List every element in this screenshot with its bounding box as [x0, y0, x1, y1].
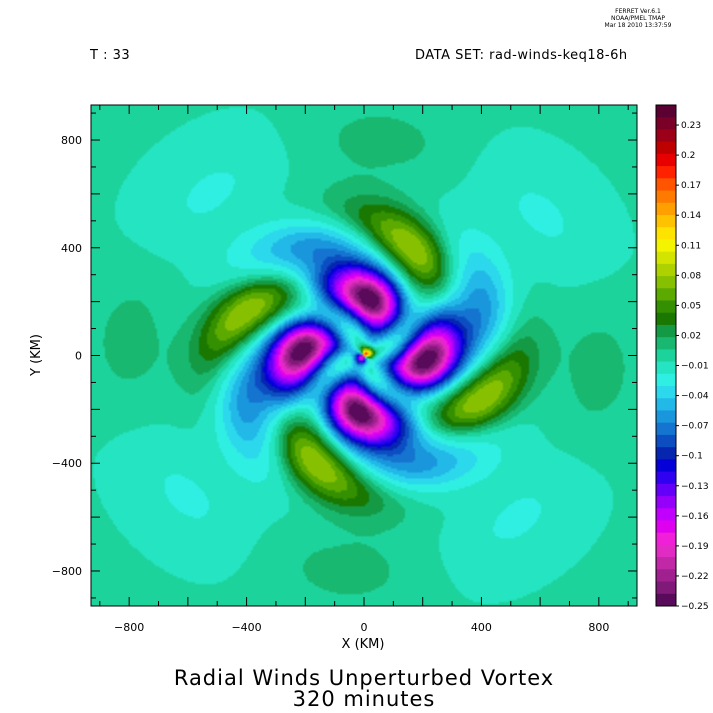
colorbar-swatch — [656, 447, 676, 460]
colorbar-swatch — [656, 483, 676, 497]
colorbar — [655, 104, 677, 607]
colorbar-swatch — [656, 544, 676, 558]
colorbar-swatch — [656, 337, 676, 350]
colorbar-ticks — [676, 124, 679, 607]
colorbar-swatch — [656, 153, 676, 167]
colorbar-swatch — [656, 251, 676, 265]
colorbar-swatch — [656, 141, 676, 155]
colorbar-label: 0.02 — [681, 331, 701, 341]
colorbar-swatch — [656, 263, 676, 277]
colorbar-swatch — [656, 227, 676, 240]
plot-area — [90, 104, 638, 607]
colorbar-swatch — [656, 214, 676, 228]
ferret-version: FERRET Ver.6.1 — [615, 8, 661, 15]
colorbar-swatch — [656, 300, 676, 314]
colorbar-label: 0.05 — [681, 301, 701, 311]
ferret-stamp: FERRET Ver.6.1 NOAA/PMEL TMAP Mar 18 201… — [590, 8, 686, 29]
x-tick-label: 0 — [361, 621, 368, 634]
colorbar-label: 0.23 — [681, 121, 701, 131]
y-tick-label: −400 — [52, 457, 82, 470]
colorbar-label: −0.07 — [681, 422, 709, 432]
colorbar-label: 0.17 — [681, 181, 701, 191]
colorbar-swatch — [656, 508, 676, 521]
x-tick-label: 400 — [471, 621, 492, 634]
colorbar-swatch — [656, 471, 676, 485]
ferret-org: NOAA/PMEL TMAP — [611, 15, 665, 22]
colorbar-swatch — [656, 361, 676, 375]
x-tick-labels: −800 −400 0 400 800 — [114, 621, 609, 634]
colorbar-swatch — [656, 202, 676, 216]
colorbar-swatch — [656, 129, 676, 143]
colorbar-labels: 0.23 0.2 0.17 0.14 0.11 0.08 0.05 0.02 −0.01 −0.0… — [681, 121, 709, 612]
colorbar-swatch — [656, 288, 676, 302]
wind-field-image — [91, 105, 637, 606]
colorbar-label: −0.25 — [681, 602, 709, 612]
colorbar-swatch — [656, 373, 676, 387]
y-tick-label: −800 — [52, 565, 82, 578]
colorbar-label: −0.1 — [681, 452, 703, 462]
colorbar-swatch — [656, 239, 676, 253]
y-tick-label: 400 — [61, 242, 82, 255]
colorbar-swatch — [656, 422, 676, 436]
colorbar-swatch — [656, 178, 676, 192]
colorbar-swatch — [656, 569, 676, 583]
colorbar-swatch — [656, 105, 676, 118]
colorbar-label: 0.14 — [681, 211, 701, 221]
dataset-label: DATA SET: rad-winds-keq18-6h — [415, 48, 628, 63]
colorbar-label: −0.01 — [681, 362, 709, 372]
y-axis-label: Y (KM) — [29, 334, 44, 377]
colorbar-label: 0.11 — [681, 241, 701, 251]
chart-time: 320 minutes — [292, 687, 436, 711]
axis-ticks — [91, 105, 637, 606]
colorbar-label: −0.13 — [681, 482, 709, 492]
y-tick-label: 800 — [61, 134, 82, 147]
colorbar-swatch — [656, 276, 676, 289]
colorbar-swatch — [656, 166, 676, 179]
colorbar-swatch — [656, 324, 676, 338]
colorbar-swatch — [656, 434, 676, 448]
colorbar-swatch — [656, 593, 676, 607]
colorbar-label: −0.04 — [681, 392, 709, 402]
x-tick-label: 800 — [588, 621, 609, 634]
x-axis-label: X (KM) — [342, 637, 385, 652]
colorbar-label: 0.08 — [681, 271, 701, 281]
time-step-label: T : 33 — [90, 48, 131, 63]
y-tick-label: 0 — [75, 350, 82, 363]
colorbar-label: −0.16 — [681, 512, 709, 522]
ferret-timestamp: Mar 18 2010 13:37:59 — [604, 22, 672, 29]
colorbar-swatch — [656, 410, 676, 424]
x-tick-label: −800 — [114, 621, 144, 634]
colorbar-swatch — [656, 386, 676, 399]
colorbar-swatch — [656, 581, 676, 595]
colorbar-frame — [655, 104, 677, 607]
colorbar-swatch — [656, 459, 676, 473]
colorbar-swatch — [656, 312, 676, 326]
colorbar-swatch — [656, 520, 676, 534]
colorbar-swatch — [656, 557, 676, 570]
colorbar-swatch — [656, 117, 676, 130]
colorbar-label: −0.22 — [681, 572, 709, 582]
colorbar-swatch — [656, 190, 676, 204]
x-tick-label: −400 — [231, 621, 261, 634]
chart-title: Radial Winds Unperturbed Vortex — [173, 666, 555, 690]
colorbar-label: −0.19 — [681, 542, 709, 552]
colorbar-swatch — [656, 349, 676, 363]
colorbar-swatch — [656, 496, 676, 509]
colorbar-label: 0.2 — [681, 151, 695, 161]
y-tick-labels: −800 −400 0 400 800 — [52, 134, 82, 578]
colorbar-swatch — [656, 398, 676, 411]
colorbar-swatch — [656, 532, 676, 546]
